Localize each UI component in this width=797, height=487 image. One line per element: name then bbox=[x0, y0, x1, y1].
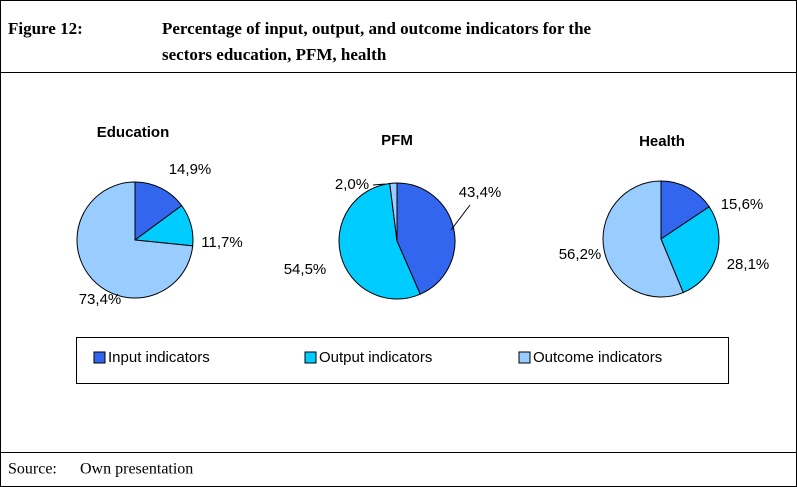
pie-title: Health bbox=[639, 133, 685, 150]
legend-label: Output indicators bbox=[319, 349, 432, 366]
legend-swatch bbox=[304, 351, 317, 364]
pie-title: PFM bbox=[381, 132, 413, 149]
data-label: 54,5% bbox=[284, 261, 327, 278]
data-label: 73,4% bbox=[79, 291, 122, 308]
pie-slice bbox=[396, 182, 456, 295]
pie-slice bbox=[660, 206, 720, 294]
data-label: 15,6% bbox=[721, 196, 764, 213]
leader-line bbox=[450, 204, 471, 231]
data-label: 56,2% bbox=[559, 246, 602, 263]
pie-title: Education bbox=[97, 124, 170, 141]
pie-slice bbox=[338, 182, 421, 300]
figure-label: Figure 12: bbox=[8, 19, 83, 38]
legend bbox=[76, 337, 729, 384]
data-label: 43,4% bbox=[459, 184, 502, 201]
pie-slice bbox=[602, 180, 684, 298]
pie-slice bbox=[389, 182, 398, 242]
pie-slice bbox=[76, 181, 194, 299]
pie-slice bbox=[660, 180, 710, 240]
source-text: Own presentation bbox=[80, 461, 193, 478]
data-label: 14,9% bbox=[169, 161, 212, 178]
data-label: 28,1% bbox=[727, 256, 770, 273]
data-label: 2,0% bbox=[335, 176, 369, 193]
figure-title: sectors education, PFM, health bbox=[162, 45, 387, 64]
figure-title: Percentage of input, output, and outcome… bbox=[162, 19, 592, 38]
legend-label: Outcome indicators bbox=[533, 349, 662, 366]
leader-line bbox=[372, 183, 386, 186]
legend-swatch bbox=[93, 351, 106, 364]
data-label: 11,7% bbox=[201, 234, 242, 251]
legend-label: Input indicators bbox=[108, 349, 210, 366]
pie-slice bbox=[134, 181, 183, 241]
legend-swatch bbox=[518, 351, 531, 364]
source-label: Source: bbox=[8, 461, 57, 478]
